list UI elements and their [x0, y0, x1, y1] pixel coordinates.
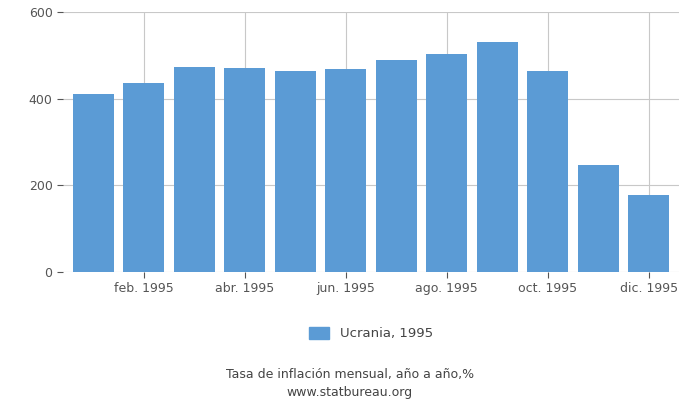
Bar [224, 68, 265, 272]
Bar [174, 68, 215, 272]
Bar [274, 71, 316, 272]
Bar [426, 54, 468, 272]
Text: Tasa de inflación mensual, año a año,%: Tasa de inflación mensual, año a año,% [226, 368, 474, 381]
Bar [325, 69, 367, 272]
Bar [73, 94, 114, 272]
Legend: Ucrania, 1995: Ucrania, 1995 [302, 320, 440, 347]
Text: www.statbureau.org: www.statbureau.org [287, 386, 413, 399]
Bar [375, 60, 417, 272]
Bar [477, 42, 518, 272]
Bar [527, 70, 568, 272]
Bar [123, 83, 164, 272]
Bar [628, 195, 669, 272]
Bar [578, 164, 619, 272]
